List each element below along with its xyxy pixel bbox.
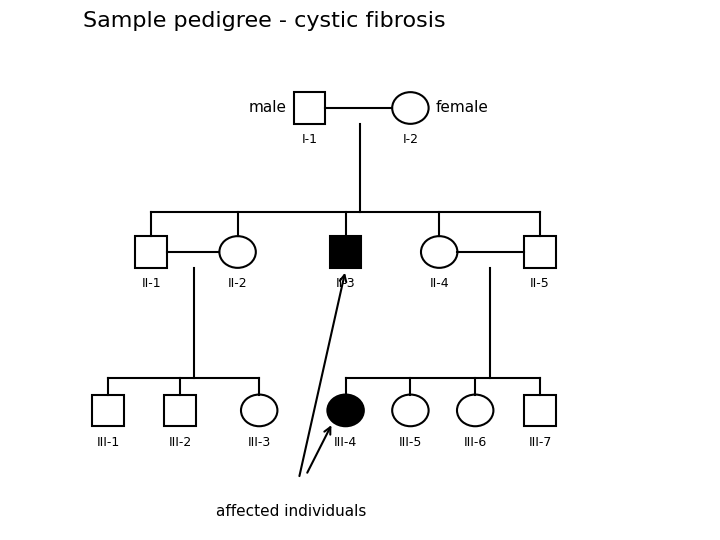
Bar	[330, 236, 361, 268]
Text: III-6: III-6	[464, 436, 487, 449]
Ellipse shape	[220, 236, 256, 268]
Text: II-5: II-5	[530, 277, 550, 290]
Ellipse shape	[421, 236, 457, 268]
Bar	[294, 92, 325, 124]
Text: III-5: III-5	[399, 436, 422, 449]
Ellipse shape	[392, 395, 428, 426]
Bar	[92, 395, 124, 426]
Bar	[524, 395, 556, 426]
Text: II-4: II-4	[429, 277, 449, 290]
Text: female: female	[436, 100, 489, 116]
Ellipse shape	[392, 92, 428, 124]
Text: Sample pedigree - cystic fibrosis: Sample pedigree - cystic fibrosis	[83, 11, 446, 31]
Text: affected individuals: affected individuals	[217, 504, 366, 519]
Bar	[524, 236, 556, 268]
Text: II-3: II-3	[336, 277, 356, 290]
Ellipse shape	[328, 395, 364, 426]
Ellipse shape	[457, 395, 493, 426]
Text: male: male	[248, 100, 287, 116]
Bar	[164, 395, 196, 426]
Text: I-1: I-1	[302, 133, 318, 146]
Text: III-3: III-3	[248, 436, 271, 449]
Text: II-1: II-1	[141, 277, 161, 290]
Text: III-2: III-2	[168, 436, 192, 449]
Text: I-2: I-2	[402, 133, 418, 146]
Text: II-2: II-2	[228, 277, 248, 290]
Bar	[135, 236, 167, 268]
Text: III-7: III-7	[528, 436, 552, 449]
Text: III-4: III-4	[334, 436, 357, 449]
Ellipse shape	[241, 395, 277, 426]
Text: III-1: III-1	[96, 436, 120, 449]
